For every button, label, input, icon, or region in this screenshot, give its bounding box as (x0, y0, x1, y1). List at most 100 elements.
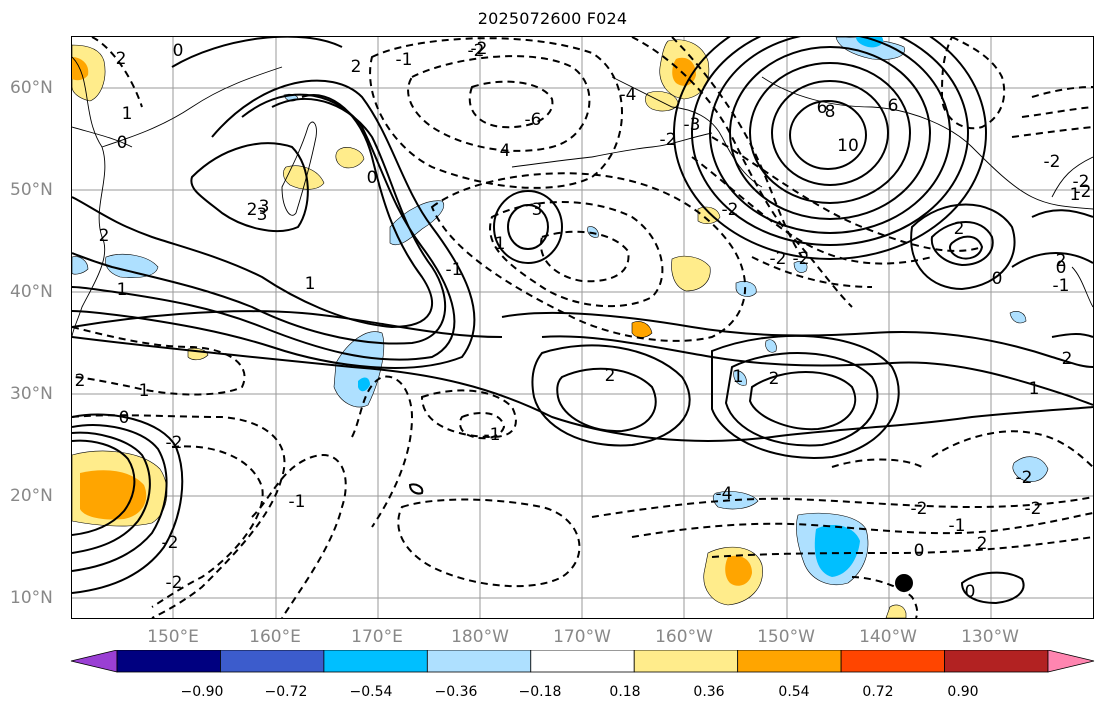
contour-label: -1 (949, 516, 966, 536)
positive-shading-small4 (671, 255, 711, 292)
contour-label: 1 (1070, 185, 1081, 205)
contour-label: 0 (1056, 258, 1067, 278)
contour-label: 0 (992, 269, 1003, 289)
contour-label: 4 (500, 141, 511, 161)
contour-label: -1 (396, 50, 413, 70)
colorbar-segment (840, 650, 945, 673)
cbar-tick-6: 0.18 (609, 684, 641, 700)
contour-label: -2 (793, 249, 810, 269)
contour-label: -1 (484, 425, 501, 445)
contour-label: 1 (117, 280, 128, 300)
lon-label-170e: 170°E (351, 627, 403, 647)
negative-shading-9 (765, 339, 777, 353)
contour-label: -2 (1075, 182, 1092, 202)
contour-label: 0 (965, 582, 976, 602)
contour-label: 2 (247, 200, 258, 220)
negative-shading-10 (1009, 311, 1027, 324)
contour-label: 1 (1029, 379, 1040, 399)
contour-label: -2 (722, 200, 739, 220)
cbar-tick-7: 0.36 (693, 684, 725, 700)
coastlines (72, 56, 1093, 338)
contour-label: -4 (716, 484, 733, 504)
colorbar (70, 650, 1095, 673)
cbar-tick-3: −0.54 (349, 684, 393, 700)
negative-shading-7 (733, 370, 747, 386)
colorbar-segment (116, 650, 221, 673)
contour-label: 8 (825, 102, 836, 122)
cbar-tick-9: 0.72 (862, 684, 894, 700)
map-panel: 0 2 1 0 2 3 2 -1 -2 1 0 -2 6 8 10 4 -6 -4 -3 -2 3 1 -1 -2 -2 0 2 -2… (71, 36, 1094, 619)
negative-shading-3b (72, 256, 89, 275)
contour-label: 1 (733, 367, 744, 387)
contour-label: -2 (166, 573, 183, 593)
cbar-tick-1: −0.90 (180, 684, 224, 700)
contour-label: 0 (173, 41, 184, 61)
cbar-tick-2: −0.72 (264, 684, 308, 700)
contour-label: 2 (75, 371, 86, 391)
positive-shading-small6 (631, 321, 653, 338)
contour-label: -1 (446, 260, 463, 280)
contour-label: -3 (684, 115, 701, 135)
contour-label: 3 (532, 200, 543, 220)
contour-label: -4 (620, 85, 637, 105)
cbar-tick-4: −0.36 (434, 684, 478, 700)
lon-label-160w: 160°W (655, 627, 713, 647)
contour-label: 1 (305, 274, 316, 294)
contour-label: 2 (99, 226, 110, 246)
colorbar-segment (530, 650, 635, 673)
contour-label: -2 (162, 533, 179, 553)
cbar-tick-8: 0.54 (778, 684, 810, 700)
colorbar-segment (633, 650, 739, 673)
gridlines (72, 37, 1093, 618)
contour-label: -2 (166, 433, 183, 453)
lon-label-180w: 180°W (451, 627, 509, 647)
positive-shading-small2 (283, 165, 325, 190)
negative-shading-3 (105, 254, 159, 278)
colorbar-extend-high (1047, 650, 1095, 673)
colorbar-segment (426, 650, 532, 673)
cbar-tick-5: −0.18 (518, 684, 562, 700)
positive-shading-small3 (335, 147, 365, 169)
contour-label: 2 (977, 534, 988, 554)
lat-label-50n: 50°N (10, 180, 53, 200)
contour-label: 6 (888, 96, 899, 116)
colorbar-segment (737, 650, 842, 673)
colorbar-segment (323, 650, 428, 673)
contour-label: 3 (259, 197, 270, 217)
lon-label-150e: 150°E (147, 627, 199, 647)
contour-label: 0 (117, 133, 128, 153)
contour-label: 0 (119, 408, 130, 428)
colorbar-extend-low (70, 650, 118, 673)
contour-label: -6 (525, 110, 542, 130)
negative-shading-alaska-core (856, 37, 884, 48)
positive-shading-nw (72, 44, 106, 102)
contour-label: 0 (367, 168, 378, 188)
negative-shading-2-core (358, 377, 370, 392)
lon-label-150w: 150°W (757, 627, 815, 647)
contour-label: 2 (769, 369, 780, 389)
cbar-tick-10: 0.90 (947, 684, 979, 700)
lon-label-160e: 160°E (249, 627, 301, 647)
contour-label: 0 (914, 541, 925, 561)
negative-shading-12 (587, 226, 599, 238)
positive-contours (72, 37, 1093, 605)
positive-shading-west-core (80, 470, 147, 520)
lon-label-170w: 170°W (553, 627, 611, 647)
positive-shading-south-core (725, 555, 752, 586)
contour-label: -2 (911, 499, 928, 519)
negative-shading-11 (793, 261, 808, 273)
contour-label: -2 (1044, 152, 1061, 172)
contour-label: -1 (289, 492, 306, 512)
contour-label: -2 (468, 41, 485, 61)
contour-label: -2 (660, 130, 677, 150)
lon-label-130w: 130°W (961, 627, 1019, 647)
contour-label: 2 (1056, 251, 1067, 271)
contour-label: 2 (116, 49, 127, 69)
storm-position-marker (895, 574, 913, 592)
contour-label: -1 (1053, 276, 1070, 296)
contour-label: 10 (837, 136, 859, 156)
contour-label: 3 (257, 205, 268, 225)
colorbar-segment (220, 650, 325, 673)
contour-label: -2 (1073, 172, 1090, 192)
lat-label-60n: 60°N (10, 78, 53, 98)
